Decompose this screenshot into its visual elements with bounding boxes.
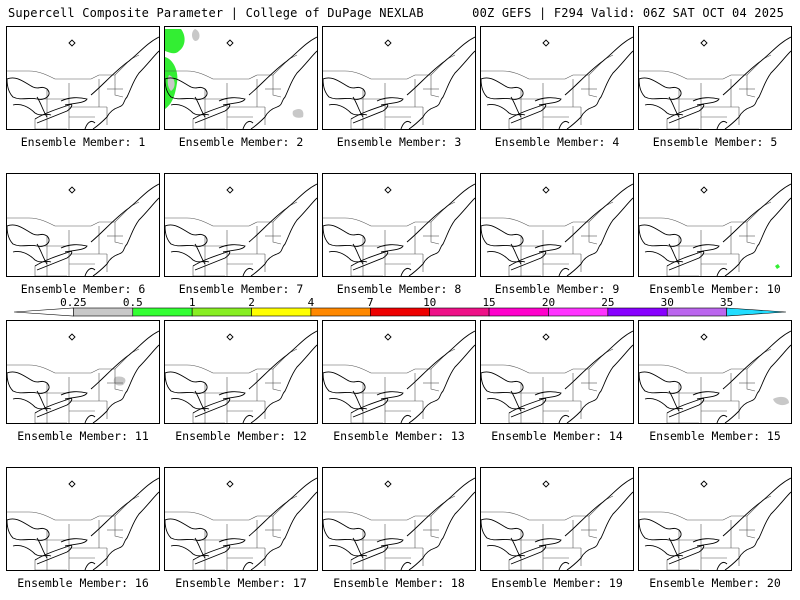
ensemble-member-13-map <box>322 320 476 424</box>
ensemble-member-14-map <box>480 320 634 424</box>
ensemble-member-5-map <box>638 26 792 130</box>
ensemble-member-4-map <box>480 26 634 130</box>
ensemble-member-label: Ensemble Member: 19 <box>491 576 623 590</box>
colorbar-segment <box>191 307 252 317</box>
ensemble-member-15-map <box>638 320 792 424</box>
ensemble-member-label: Ensemble Member: 15 <box>649 429 781 443</box>
basemap <box>639 330 791 423</box>
ensemble-member-19-map <box>480 467 634 571</box>
colorbar-segment <box>726 307 787 317</box>
colorbar-segment <box>548 307 609 317</box>
ensemble-member-label: Ensemble Member: 5 <box>652 135 778 149</box>
basemap <box>165 29 317 129</box>
colorbar-below-range <box>13 307 74 317</box>
ensemble-member-label: Ensemble Member: 7 <box>178 282 304 296</box>
ensemble-member-label: Ensemble Member: 11 <box>17 429 149 443</box>
colorbar: 0.25 0.5 1 2 4 7 10 15 20 25 30 35 <box>13 296 787 317</box>
ensemble-member-label: Ensemble Member: 6 <box>20 282 146 296</box>
colorbar-tick-label: 7 <box>367 296 374 309</box>
ensemble-member-label: Ensemble Member: 3 <box>336 135 462 149</box>
ensemble-member-12-map <box>164 320 318 424</box>
valid-time: 00Z GEFS | F294 Valid: 06Z SAT OCT 04 20… <box>472 6 784 20</box>
basemap <box>323 477 475 570</box>
ensemble-member-20-map <box>638 467 792 571</box>
basemap <box>481 477 633 570</box>
ensemble-member-9-map <box>480 173 634 277</box>
colorbar-segment <box>429 307 490 317</box>
ensemble-member-8-map <box>322 173 476 277</box>
map-title: Supercell Composite Parameter | College … <box>8 6 424 20</box>
ensemble-member-label: Ensemble Member: 8 <box>336 282 462 296</box>
colorbar-tick-label: 20 <box>542 296 555 309</box>
ensemble-member-label: Ensemble Member: 12 <box>175 429 307 443</box>
basemap <box>165 330 317 423</box>
colorbar-tick-label: 2 <box>248 296 255 309</box>
colorbar-segment <box>73 307 134 317</box>
basemap <box>7 183 159 276</box>
ensemble-member-10-map <box>638 173 792 277</box>
basemap <box>481 330 633 423</box>
basemap <box>7 477 159 570</box>
ensemble-member-label: Ensemble Member: 18 <box>333 576 465 590</box>
colorbar-segment <box>488 307 549 317</box>
basemap <box>7 330 159 423</box>
basemap <box>323 183 475 276</box>
colorbar-tick-label: 25 <box>601 296 614 309</box>
colorbar-segment <box>666 307 727 317</box>
ensemble-member-11-map <box>6 320 160 424</box>
basemap <box>481 183 633 276</box>
ensemble-member-label: Ensemble Member: 17 <box>175 576 307 590</box>
ensemble-member-6-map <box>6 173 160 277</box>
ensemble-member-label: Ensemble Member: 4 <box>494 135 620 149</box>
colorbar-tick-label: 15 <box>482 296 495 309</box>
basemap <box>481 36 633 129</box>
colorbar-tick-label: 35 <box>720 296 733 309</box>
colorbar-segment <box>310 307 371 317</box>
ensemble-member-1-map <box>6 26 160 130</box>
ensemble-member-label: Ensemble Member: 14 <box>491 429 623 443</box>
ensemble-member-label: Ensemble Member: 2 <box>178 135 304 149</box>
basemap <box>639 183 791 276</box>
basemap <box>165 477 317 570</box>
colorbar-segment <box>132 307 193 317</box>
colorbar-segment <box>251 307 312 317</box>
ensemble-member-label: Ensemble Member: 1 <box>20 135 146 149</box>
colorbar-segment <box>607 307 668 317</box>
ensemble-member-label: Ensemble Member: 13 <box>333 429 465 443</box>
ensemble-member-label: Ensemble Member: 10 <box>649 282 781 296</box>
basemap <box>7 36 159 129</box>
ensemble-member-label: Ensemble Member: 16 <box>17 576 149 590</box>
ensemble-member-label: Ensemble Member: 9 <box>494 282 620 296</box>
colorbar-tick-label: 30 <box>661 296 674 309</box>
ensemble-member-18-map <box>322 467 476 571</box>
colorbar-tick-label: 10 <box>423 296 436 309</box>
ensemble-member-3-map <box>322 26 476 130</box>
ensemble-member-7-map <box>164 173 318 277</box>
colorbar-tick-label: 1 <box>189 296 196 309</box>
colorbar-segment <box>370 307 430 317</box>
colorbar-tick-label: 4 <box>308 296 315 309</box>
ensemble-member-16-map <box>6 467 160 571</box>
basemap <box>639 477 791 570</box>
ensemble-member-label: Ensemble Member: 20 <box>649 576 781 590</box>
ensemble-member-2-map <box>164 26 318 130</box>
colorbar-tick-label: 0.25 <box>60 296 87 309</box>
colorbar-tick-label: 0.5 <box>123 296 143 309</box>
basemap <box>639 36 791 129</box>
basemap <box>323 330 475 423</box>
basemap <box>323 36 475 129</box>
ensemble-member-17-map <box>164 467 318 571</box>
basemap <box>165 183 317 276</box>
